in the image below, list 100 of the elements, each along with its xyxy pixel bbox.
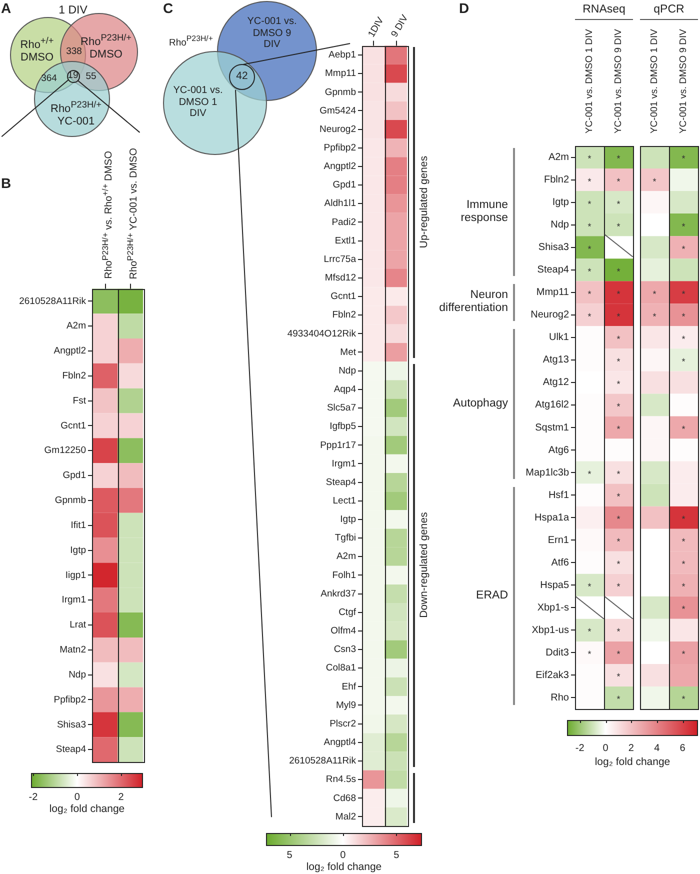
y-tick-label: Aqp4 bbox=[334, 384, 356, 396]
data-label: * bbox=[588, 469, 592, 480]
y-tick-label: Atf6 bbox=[551, 557, 570, 568]
color-bar-label: 5 bbox=[286, 850, 293, 861]
data-label: * bbox=[616, 536, 621, 547]
y-tick-label: Ulk1 bbox=[548, 332, 570, 344]
y-tick-label: Lrat bbox=[70, 620, 86, 631]
y-tick-label: Igfbp5 bbox=[330, 421, 356, 432]
data-label: * bbox=[616, 514, 621, 524]
data-label: * bbox=[682, 649, 686, 660]
y-tick-label: Shisa3 bbox=[56, 719, 86, 730]
y-tick-label: Ctgf bbox=[338, 606, 356, 618]
y-tick-label: Atg13 bbox=[542, 354, 570, 366]
y-tick-label: Rn4.5s bbox=[326, 774, 356, 786]
y-tick-label: Fst bbox=[72, 395, 86, 406]
y-tick-label: Ern1 bbox=[548, 534, 570, 546]
text: 42 bbox=[236, 70, 248, 83]
y-tick-label: Mal2 bbox=[335, 811, 356, 822]
data-label: * bbox=[682, 604, 686, 614]
y-tick-label: 2610528A11Rik bbox=[289, 756, 356, 767]
category-label: Rho$^{+/+}$ DMSO bbox=[19, 36, 55, 64]
data-label: * bbox=[616, 492, 621, 502]
color-bar-label: 6 bbox=[680, 742, 686, 754]
data-label: * bbox=[616, 198, 621, 209]
category-label: Rho$^{P23H/+}$ DMSO bbox=[80, 32, 132, 62]
data-label: * bbox=[588, 626, 592, 637]
data-label: * bbox=[588, 311, 592, 322]
y-tick-label: Csn3 bbox=[334, 644, 356, 656]
data-label: * bbox=[588, 266, 592, 276]
y-tick-label: Mmp11 bbox=[325, 68, 356, 80]
data-label: * bbox=[616, 401, 621, 412]
data-label: * bbox=[652, 288, 657, 299]
y-tick-label: 2610528A11Rik bbox=[19, 296, 86, 307]
color-bar-label: 0 bbox=[74, 792, 80, 803]
y-tick-label: Eif2ak3 bbox=[536, 670, 570, 681]
data-label: * bbox=[682, 559, 686, 570]
data-label: * bbox=[616, 649, 621, 660]
text: Autophagy bbox=[453, 397, 508, 410]
text: Up-regulated genes bbox=[418, 156, 430, 248]
data-label: * bbox=[616, 176, 621, 186]
text: 364 bbox=[41, 72, 57, 84]
y-tick-label: Steap4 bbox=[537, 264, 570, 276]
data-label: * bbox=[682, 514, 686, 524]
y-tick-label: Folh1 bbox=[332, 570, 356, 581]
data-label: * bbox=[588, 221, 592, 232]
y-tick-label: Gcnt1 bbox=[60, 420, 86, 432]
x-tick-label: YC-001 vs. DMSO 9 DIV bbox=[678, 29, 689, 134]
y-tick-label: Neurog2 bbox=[320, 124, 356, 135]
data-label: * bbox=[682, 694, 686, 704]
y-tick-label: Fbln2 bbox=[544, 174, 570, 186]
y-tick-label: Aebp1 bbox=[328, 50, 356, 61]
data-label: * bbox=[682, 154, 686, 164]
y-tick-label: Gpd1 bbox=[62, 470, 86, 482]
y-tick-label: Gm12250 bbox=[44, 445, 86, 456]
y-tick-label: Col8a1 bbox=[326, 662, 356, 674]
text: 1 DIV bbox=[58, 4, 88, 18]
category-label: Rho$^{P23H/+}$ YC-001 bbox=[50, 100, 102, 128]
text: A bbox=[1, 0, 12, 16]
text: D bbox=[459, 0, 470, 16]
x-tick-label: YC-001 vs. DMSO 1 DIV bbox=[584, 29, 595, 134]
data-label: * bbox=[616, 334, 621, 344]
text: Neuron differentiation bbox=[438, 289, 508, 316]
y-tick-label: Fbln2 bbox=[62, 370, 86, 382]
y-tick-label: Gpd1 bbox=[332, 180, 356, 191]
y-tick-label: A2m bbox=[548, 152, 569, 164]
y-tick-label: Ndp bbox=[68, 669, 86, 680]
data-label: * bbox=[616, 311, 621, 322]
data-label: * bbox=[682, 288, 686, 299]
data-label: * bbox=[588, 244, 592, 254]
y-tick-label: Ddit3 bbox=[546, 647, 570, 658]
y-tick-label: Gcnt1 bbox=[330, 291, 356, 302]
y-tick-label: Angptl2 bbox=[324, 161, 356, 172]
data-label: * bbox=[682, 221, 686, 232]
y-tick-label: Atg6 bbox=[548, 444, 570, 456]
color-bar-title: log₂ fold change bbox=[306, 860, 382, 873]
y-tick-label: Steap4 bbox=[56, 744, 86, 756]
y-tick-label: Olfm4 bbox=[330, 626, 356, 637]
y-tick-label: Steap4 bbox=[326, 476, 356, 488]
y-tick-label: Gm5424 bbox=[320, 105, 356, 116]
text: C bbox=[163, 0, 174, 16]
color-bar-label: 5 bbox=[394, 850, 400, 861]
data-label: * bbox=[616, 154, 621, 164]
y-tick-label: Mmp11 bbox=[536, 287, 570, 298]
data-label: * bbox=[616, 469, 621, 480]
y-tick-label: Met bbox=[340, 346, 356, 358]
text: 338 bbox=[66, 46, 82, 58]
y-tick-label: Ndp bbox=[550, 220, 570, 231]
y-tick-label: Cd68 bbox=[333, 792, 356, 804]
y-tick-label: Hsf1 bbox=[548, 490, 570, 501]
y-tick-label: Matn2 bbox=[60, 644, 86, 656]
y-tick-label: Neurog2 bbox=[530, 310, 570, 321]
data-label: * bbox=[588, 649, 592, 660]
data-label: * bbox=[682, 536, 686, 547]
y-tick-label: Ppp1r17 bbox=[320, 440, 356, 451]
x-tick-label: YC-001 vs. DMSO 1 DIV bbox=[649, 29, 660, 134]
data-label: * bbox=[616, 356, 621, 366]
y-tick-label: Lrrc75a bbox=[324, 254, 357, 265]
color-bar-title: log₂ fold change bbox=[594, 756, 670, 768]
color-bar-title: log₂ fold change bbox=[49, 802, 125, 815]
data-label: * bbox=[616, 266, 621, 276]
